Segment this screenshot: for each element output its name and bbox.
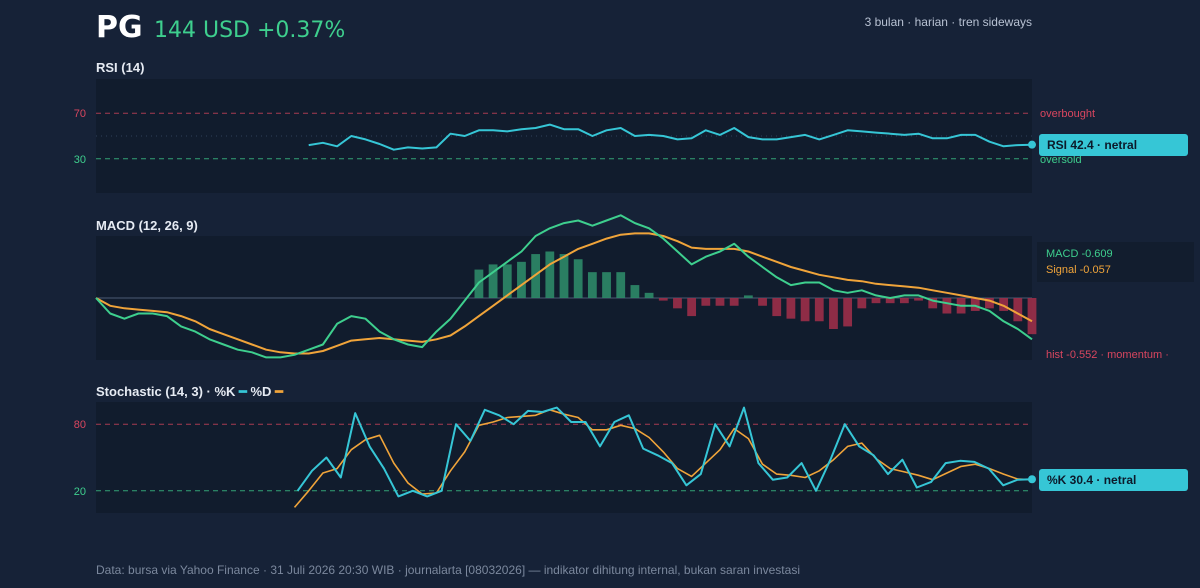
- rsi-panel-title: RSI (14): [96, 60, 144, 75]
- macd-hist-bar: [829, 298, 838, 329]
- macd-hist-bar: [942, 298, 952, 314]
- stoch-ytick-80: 80: [74, 419, 86, 431]
- macd-hist-bar: [758, 298, 767, 306]
- macd-hist-bar: [488, 264, 498, 298]
- macd-hist-bar: [587, 272, 597, 298]
- macd-hist-bar: [999, 298, 1009, 311]
- rsi-level-label-30: oversold: [1040, 154, 1082, 166]
- rsi-value-badge-bg: [1039, 134, 1188, 156]
- macd-hist-bar: [616, 272, 626, 298]
- macd-legend-box: [1037, 242, 1194, 282]
- macd-hist-bar: [1013, 298, 1023, 322]
- macd-hist-bar: [559, 254, 569, 298]
- rsi-line: [308, 123, 1033, 151]
- rsi-level-label-70: overbought: [1040, 108, 1095, 120]
- stoch-k-swatch: ━: [238, 384, 250, 399]
- macd-hist-bar: [857, 298, 867, 309]
- macd-hist-bar: [914, 298, 923, 301]
- data-source-footer: Data: bursa via Yahoo Finance · 31 Juli …: [96, 563, 800, 577]
- macd-hist-bar: [673, 298, 682, 309]
- price-change: 144 USD +0.37%: [154, 18, 346, 43]
- macd-hist-bar: [1027, 298, 1037, 335]
- macd-legend-signal: Signal -0.057: [1046, 264, 1111, 276]
- macd-hist-bar: [545, 251, 555, 298]
- macd-hist-bar: [729, 298, 739, 306]
- macd-hist-bar: [573, 259, 583, 298]
- macd-hist-bar: [701, 298, 711, 306]
- macd-hist-bar: [743, 295, 753, 298]
- macd-hist-bar: [644, 292, 654, 298]
- macd-line: [95, 214, 1033, 359]
- stoch-value-badge-dot: [1028, 475, 1036, 484]
- macd-hist-bar: [531, 254, 541, 298]
- chart-meta: 3 bulan · harian · tren sideways: [864, 15, 1032, 29]
- macd-hist-bar: [715, 298, 725, 306]
- macd-hist-bar: [602, 272, 611, 298]
- rsi-ytick-30: 30: [74, 154, 86, 166]
- macd-hist-bar: [786, 298, 796, 319]
- stoch-d-swatch: ━: [274, 384, 284, 399]
- macd-legend-macd: MACD -0.609: [1046, 248, 1113, 260]
- rsi-ytick-70: 70: [74, 108, 86, 120]
- macd-hist-bar: [843, 298, 853, 327]
- macd-hist-bar: [502, 264, 512, 298]
- macd-panel-title: MACD (12, 26, 9): [96, 218, 198, 233]
- macd-hist-bar: [800, 298, 810, 322]
- macd-legend-hist: hist -0.552 · momentum ·: [1046, 349, 1169, 361]
- stoch-panel-title: Stochastic (14, 3) · %K ━ %D ━: [96, 384, 284, 399]
- macd-hist-bar: [658, 298, 668, 301]
- macd-hist-bar: [687, 298, 697, 317]
- macd-hist-bar: [871, 298, 881, 304]
- macd-hist-bar: [517, 261, 526, 298]
- rsi-value-badge-dot: [1028, 140, 1036, 149]
- stoch-panel-bg: [96, 402, 1032, 513]
- stoch-k-line: [296, 406, 1033, 498]
- macd-signal-line: [95, 232, 1033, 355]
- ticker-symbol: PG: [96, 10, 143, 45]
- macd-hist-bar: [772, 298, 782, 317]
- macd-hist-bar: [885, 298, 895, 304]
- macd-hist-bar: [899, 298, 909, 304]
- macd-hist-bar: [928, 298, 938, 309]
- stoch-d-label: %D: [251, 384, 276, 399]
- stoch-value-badge-bg: [1039, 469, 1188, 491]
- stoch-ytick-20: 20: [74, 486, 86, 498]
- macd-hist-bar: [970, 298, 980, 311]
- rsi-value-badge: RSI 42.4 · netral: [1047, 138, 1137, 152]
- macd-hist-bar: [814, 298, 824, 322]
- stoch-value-badge: %K 30.4 · netral: [1047, 473, 1136, 487]
- macd-hist-bar: [985, 298, 994, 309]
- macd-hist-bar: [630, 285, 640, 298]
